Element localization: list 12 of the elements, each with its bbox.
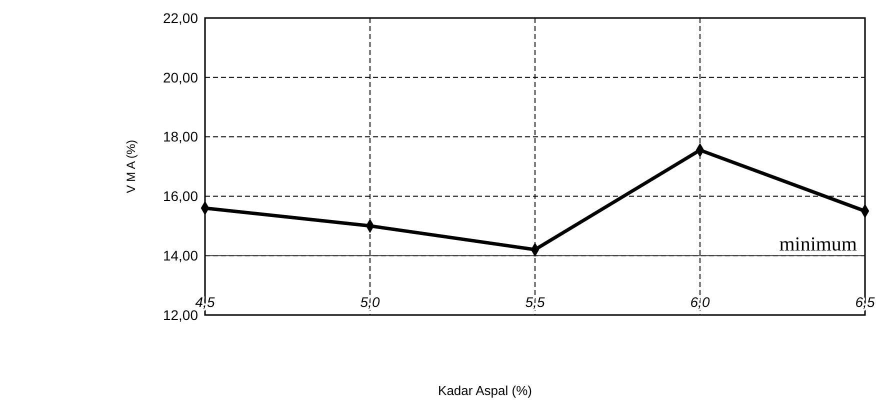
y-tick-label: 12,00 [162,306,198,323]
y-axis-title: V M A (%) [124,140,138,194]
y-tick-label: 16,00 [162,188,198,204]
x-tick-label: 5,5 [525,294,545,310]
x-tick-label: 5,0 [360,294,380,310]
y-tick-label: 18,00 [162,128,198,145]
y-tick-label: 20,00 [162,69,198,86]
ref-line-label: minimum [779,234,858,256]
y-tick-label: 22,00 [162,10,198,26]
y-tick-label: 14,00 [162,248,198,264]
x-tick-label: 6,0 [690,294,710,310]
x-axis-title: Kadar Aspal (%) [438,383,532,398]
